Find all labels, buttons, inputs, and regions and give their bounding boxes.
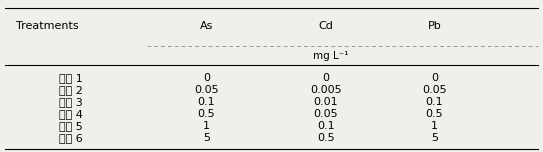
Text: 0.005: 0.005 <box>310 85 342 95</box>
Text: 1: 1 <box>203 121 210 131</box>
Text: 치리 4: 치리 4 <box>59 109 83 119</box>
Text: 치리 6: 치리 6 <box>59 133 83 143</box>
Text: 치리 5: 치리 5 <box>59 121 83 131</box>
Text: 5: 5 <box>203 133 210 143</box>
Text: 0.05: 0.05 <box>313 109 338 119</box>
Text: 치리 2: 치리 2 <box>59 85 83 95</box>
Text: mg L⁻¹: mg L⁻¹ <box>313 51 349 61</box>
Text: 0.5: 0.5 <box>317 133 334 143</box>
Text: 0: 0 <box>431 73 438 83</box>
Text: 0.5: 0.5 <box>426 109 443 119</box>
Text: Treatments: Treatments <box>16 21 79 31</box>
Text: 0.5: 0.5 <box>198 109 215 119</box>
Text: 5: 5 <box>431 133 438 143</box>
Text: 0.01: 0.01 <box>313 97 338 107</box>
Text: 0.05: 0.05 <box>422 85 447 95</box>
Text: 0.05: 0.05 <box>194 85 219 95</box>
Text: 0: 0 <box>323 73 329 83</box>
Text: Pb: Pb <box>427 21 441 31</box>
Text: As: As <box>200 21 213 31</box>
Text: 0: 0 <box>203 73 210 83</box>
Text: 0.1: 0.1 <box>317 121 334 131</box>
Text: 0.1: 0.1 <box>426 97 443 107</box>
Text: 치리 3: 치리 3 <box>59 97 83 107</box>
Text: Cd: Cd <box>318 21 333 31</box>
Text: 1: 1 <box>431 121 438 131</box>
Text: 0.1: 0.1 <box>198 97 215 107</box>
Text: 치리 1: 치리 1 <box>59 73 83 83</box>
